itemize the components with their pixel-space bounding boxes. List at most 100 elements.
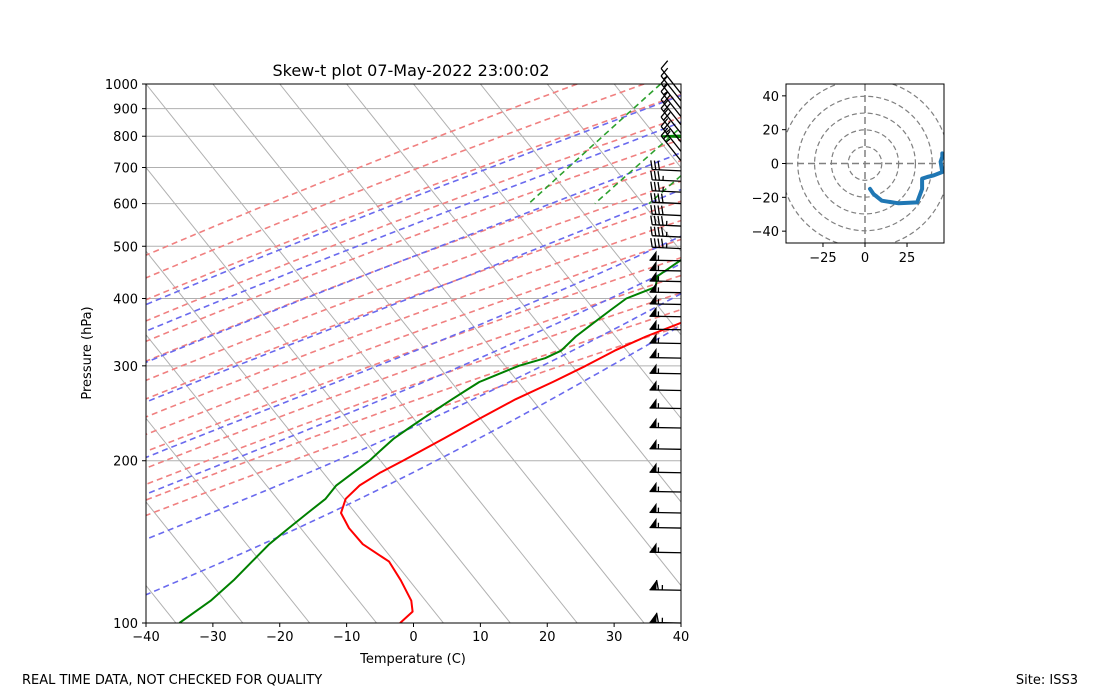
y-tick-label: 300 (113, 360, 138, 375)
isotherm-line (212, 84, 645, 623)
wind-barb (650, 181, 682, 193)
barb-feather (650, 238, 653, 248)
moist-adiabat-line (146, 94, 681, 306)
mixing-ratio-line (727, 84, 870, 204)
isotherm-line (680, 84, 681, 85)
barb-shaft (660, 107, 682, 134)
wind-barb (649, 294, 682, 306)
barb-shaft (649, 303, 682, 306)
barb-flag (649, 260, 657, 271)
barb-feather (657, 238, 661, 248)
x-tick-label: 30 (606, 630, 623, 645)
barb-flag (649, 542, 657, 553)
moist-adiabat-line (146, 324, 681, 596)
barb-shaft (660, 125, 682, 152)
barb-shaft (652, 201, 682, 205)
barb-feather (657, 226, 661, 237)
moist-adiabat-line (146, 262, 681, 496)
barb-shaft (649, 448, 682, 450)
barb-feather (650, 226, 653, 236)
dewpoint-profile-line (178, 134, 681, 623)
barb-shaft (652, 179, 682, 182)
y-axis-label: Pressure (hPa) (80, 306, 95, 399)
barb-feather (663, 121, 671, 130)
x-tick-label: −30 (199, 630, 226, 645)
dry-adiabat-line (146, 84, 645, 279)
barb-flag (649, 363, 657, 374)
barb-feather (660, 193, 664, 203)
barb-half-feather (665, 128, 671, 134)
moist-adiabat-line (146, 292, 681, 541)
isotherm-line (413, 84, 681, 420)
barb-shaft (649, 328, 682, 331)
barb-flag (649, 294, 657, 304)
barb-feather (650, 170, 653, 180)
y-axis-ticks: 100 200 300 400 500 600 700 800 900 1000 (105, 78, 146, 632)
barb-feather (660, 238, 664, 248)
barb-shaft (660, 91, 682, 118)
barb-half-feather (665, 138, 671, 143)
dry-adiabat-line (146, 116, 681, 322)
wind-barb (650, 160, 682, 172)
hodograph-plot: −25 0 25 40 20 0 −20 −40 (752, 83, 945, 266)
wind-barb (649, 517, 682, 529)
hodograph-y-tick-label: 20 (762, 124, 779, 139)
y-tick-label: 600 (113, 198, 138, 213)
dry-adiabat-line (146, 291, 681, 486)
wind-barb (649, 579, 682, 591)
quality-disclaimer: REAL TIME DATA, NOT CHECKED FOR QUALITY (22, 673, 323, 688)
x-tick-label: −20 (266, 630, 293, 645)
mixing-ratio-lines (528, 84, 870, 205)
hodograph-x-tick-label: 0 (861, 251, 869, 266)
barb-flag (649, 417, 657, 428)
barb-shaft (660, 116, 682, 143)
isotherm-line (146, 333, 377, 623)
barb-feather (653, 193, 657, 203)
barb-feather (657, 193, 661, 203)
barb-flag (649, 502, 657, 513)
barb-shaft (652, 213, 682, 217)
barb-shaft (660, 99, 682, 126)
barb-shaft (660, 135, 682, 162)
wind-barb (650, 192, 682, 205)
barb-feather (653, 205, 657, 215)
wind-barb (649, 417, 682, 429)
wind-barb (660, 127, 682, 162)
y-tick-label: 500 (113, 240, 138, 255)
barb-feather (653, 215, 657, 225)
barb-flag (649, 398, 657, 409)
site-label: Site: ISS3 (1015, 673, 1078, 688)
barb-shaft (660, 68, 682, 94)
barb-shaft (652, 190, 682, 193)
barb-flag (649, 347, 657, 358)
wind-barb (649, 333, 682, 345)
barb-feather (657, 205, 661, 215)
y-tick-label: 700 (113, 161, 138, 176)
barb-flag (649, 333, 657, 344)
hodograph-y-tick-label: −20 (752, 191, 779, 206)
barb-shaft (649, 526, 682, 529)
wind-barb (649, 347, 682, 359)
wind-barb (649, 319, 682, 331)
mixing-ratio-line (648, 174, 681, 205)
wind-barb (649, 380, 682, 392)
barb-shaft (652, 246, 682, 250)
barb-flag (649, 250, 657, 261)
x-tick-label: 0 (409, 630, 417, 645)
hodograph-ring (847, 146, 883, 181)
barb-shaft (652, 168, 682, 172)
barb-shaft (649, 551, 682, 554)
temperature-profile-line (340, 321, 681, 623)
x-tick-label: −40 (132, 630, 159, 645)
x-tick-label: 20 (539, 630, 556, 645)
y-tick-label: 1000 (105, 78, 138, 93)
wind-barb (649, 612, 682, 624)
barb-flag (649, 517, 657, 528)
dry-adiabat-line (146, 200, 681, 400)
wind-barbs (649, 60, 682, 624)
x-tick-label: 10 (472, 630, 489, 645)
wind-barb (649, 250, 682, 262)
barb-shaft (660, 83, 682, 110)
wind-barb (660, 60, 682, 94)
barb-feather (650, 205, 653, 215)
